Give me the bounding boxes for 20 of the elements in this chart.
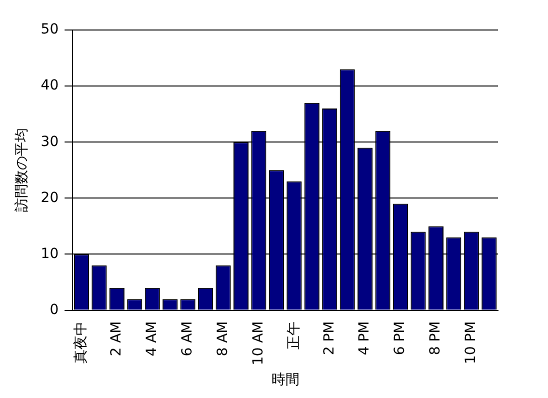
y-tick-label: 10	[40, 246, 59, 262]
y-tick-label: 50	[40, 22, 59, 38]
y-tick-label: 30	[40, 134, 59, 150]
x-tick-label: 4 AM	[144, 321, 160, 356]
y-axis-title: 訪問数の平均	[14, 128, 30, 212]
x-tick-label: 10 AM	[250, 321, 266, 366]
x-tick-label: 8 AM	[214, 321, 231, 356]
x-tick-label: 6 AM	[179, 321, 196, 356]
x-tick-label: 8 PM	[428, 321, 444, 356]
x-tick-label: 真夜中	[73, 321, 90, 364]
x-tick-label: 2 AM	[108, 321, 125, 356]
x-tick-label: 正午	[286, 321, 302, 350]
x-axis-title: 時間	[271, 372, 300, 388]
x-tick-label: 2 PM	[321, 321, 338, 356]
y-tick-label: 0	[50, 302, 59, 318]
y-tick-label: 40	[40, 78, 59, 94]
x-tick-label: 10 PM	[463, 321, 480, 364]
y-tick-label: 20	[40, 190, 59, 206]
x-tick-label: 4 PM	[356, 321, 373, 356]
x-tick-label: 6 PM	[392, 321, 408, 356]
